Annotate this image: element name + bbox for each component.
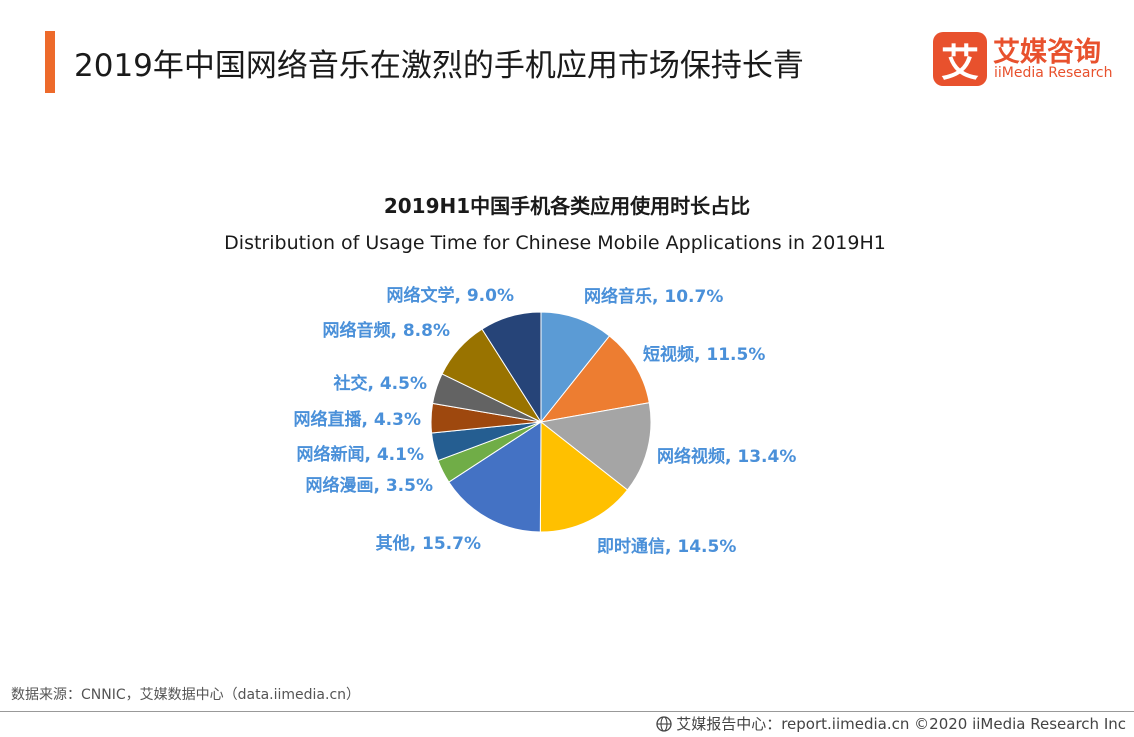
- footer-text: 艾媒报告中心：report.iimedia.cn ©2020 iiMedia R…: [676, 715, 1126, 733]
- footer-divider: [0, 711, 1134, 712]
- pie-slice-10: [481, 311, 542, 424]
- data-source: 数据来源：CNNIC，艾媒数据中心（data.iimedia.cn）: [11, 687, 361, 703]
- pie-slice-4: [448, 421, 542, 533]
- pie-slice-label-8: 社交, 4.5%: [332, 373, 427, 394]
- chart-title: 2019H1中国手机各类应用使用时长占比: [383, 194, 751, 218]
- pie-slice-2: [539, 402, 652, 491]
- footer: 艾媒报告中心：report.iimedia.cn ©2020 iiMedia R…: [656, 713, 1126, 734]
- pie-slice-label-0: 网络音乐, 10.7%: [584, 286, 723, 307]
- pie-slice-1: [539, 335, 650, 423]
- logo-mark: [933, 32, 987, 86]
- pie-slice-label-7: 网络直播, 4.3%: [293, 409, 421, 430]
- pie-slice-3: [539, 420, 629, 533]
- title-accent-bar: [45, 31, 55, 93]
- chart-subtitle: Distribution of Usage Time for Chinese M…: [224, 232, 886, 254]
- pie-slice-label-9: 网络音频, 8.8%: [322, 320, 450, 341]
- pie-slice-label-2: 网络视频, 13.4%: [657, 446, 796, 467]
- pie-slice-0: [540, 311, 611, 424]
- iimedia-logo: 艾 艾媒咨询 iiMedia Research: [933, 32, 1118, 86]
- pie-slice-label-6: 网络新闻, 4.1%: [296, 444, 424, 465]
- globe-icon: [656, 715, 672, 732]
- pie-slice-label-10: 网络文学, 9.0%: [386, 285, 514, 306]
- pie-slice-label-4: 其他, 15.7%: [376, 533, 481, 554]
- pie-slice-label-1: 短视频, 11.5%: [643, 344, 765, 365]
- pie-labels: 网络音乐, 10.7% 短视频, 11.5% 网络视频, 13.4% 即时通信, 14…: [293, 285, 796, 557]
- logo-cn-text: 艾媒咨询: [993, 37, 1101, 68]
- logo-glyph: 艾: [940, 40, 979, 85]
- logo-en-text: iiMedia Research: [994, 65, 1113, 81]
- pie-slice-label-5: 网络漫画, 3.5%: [305, 475, 433, 496]
- pie-slice-label-3: 即时通信, 14.5%: [597, 536, 736, 557]
- page-title: 2019年中国网络音乐在激烈的手机应用市场保持长青: [74, 48, 804, 84]
- pie-slices: [430, 311, 652, 533]
